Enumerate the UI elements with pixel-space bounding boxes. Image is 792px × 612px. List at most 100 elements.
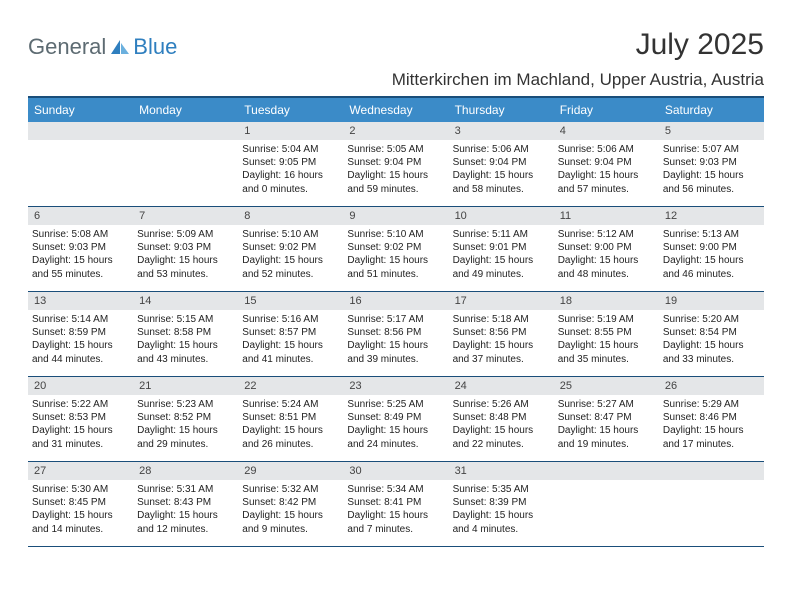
day-day2: and 29 minutes. bbox=[137, 438, 233, 451]
day-cell: 12Sunrise: 5:13 AMSunset: 9:00 PMDayligh… bbox=[659, 207, 764, 291]
day-cell: 14Sunrise: 5:15 AMSunset: 8:58 PMDayligh… bbox=[133, 292, 238, 376]
day-sunrise: Sunrise: 5:05 AM bbox=[347, 143, 443, 156]
day-day2: and 31 minutes. bbox=[32, 438, 128, 451]
day-number: 17 bbox=[449, 292, 554, 310]
day-cell: 19Sunrise: 5:20 AMSunset: 8:54 PMDayligh… bbox=[659, 292, 764, 376]
week-row: 27Sunrise: 5:30 AMSunset: 8:45 PMDayligh… bbox=[28, 462, 764, 547]
day-content: Sunrise: 5:04 AMSunset: 9:05 PMDaylight:… bbox=[238, 140, 343, 200]
day-sunrise: Sunrise: 5:34 AM bbox=[347, 483, 443, 496]
day-number: 22 bbox=[238, 377, 343, 395]
page-header: General Blue July 2025 Mitterkirchen im … bbox=[28, 28, 764, 90]
day-day2: and 55 minutes. bbox=[32, 268, 128, 281]
day-header-row: Sunday Monday Tuesday Wednesday Thursday… bbox=[28, 98, 764, 122]
day-day1: Daylight: 15 hours bbox=[453, 254, 549, 267]
day-header-thursday: Thursday bbox=[449, 98, 554, 122]
day-day2: and 7 minutes. bbox=[347, 523, 443, 536]
day-content: Sunrise: 5:10 AMSunset: 9:02 PMDaylight:… bbox=[238, 225, 343, 285]
day-number: 3 bbox=[449, 122, 554, 140]
day-sunrise: Sunrise: 5:04 AM bbox=[242, 143, 338, 156]
day-number: 8 bbox=[238, 207, 343, 225]
month-title: July 2025 bbox=[392, 28, 764, 62]
day-day1: Daylight: 15 hours bbox=[558, 169, 654, 182]
day-number: 9 bbox=[343, 207, 448, 225]
day-content: Sunrise: 5:16 AMSunset: 8:57 PMDaylight:… bbox=[238, 310, 343, 370]
day-day2: and 57 minutes. bbox=[558, 183, 654, 196]
day-sunrise: Sunrise: 5:22 AM bbox=[32, 398, 128, 411]
day-cell bbox=[554, 462, 659, 546]
day-cell: 10Sunrise: 5:11 AMSunset: 9:01 PMDayligh… bbox=[449, 207, 554, 291]
day-day1: Daylight: 15 hours bbox=[347, 169, 443, 182]
day-day2: and 46 minutes. bbox=[663, 268, 759, 281]
day-day2: and 53 minutes. bbox=[137, 268, 233, 281]
day-number: 7 bbox=[133, 207, 238, 225]
day-cell: 9Sunrise: 5:10 AMSunset: 9:02 PMDaylight… bbox=[343, 207, 448, 291]
day-content: Sunrise: 5:10 AMSunset: 9:02 PMDaylight:… bbox=[343, 225, 448, 285]
day-sunrise: Sunrise: 5:29 AM bbox=[663, 398, 759, 411]
day-sunrise: Sunrise: 5:23 AM bbox=[137, 398, 233, 411]
day-sunset: Sunset: 9:02 PM bbox=[347, 241, 443, 254]
day-content: Sunrise: 5:20 AMSunset: 8:54 PMDaylight:… bbox=[659, 310, 764, 370]
day-day1: Daylight: 15 hours bbox=[137, 254, 233, 267]
day-number: 28 bbox=[133, 462, 238, 480]
day-day1: Daylight: 15 hours bbox=[453, 169, 549, 182]
day-day2: and 37 minutes. bbox=[453, 353, 549, 366]
day-number: 23 bbox=[343, 377, 448, 395]
day-cell: 17Sunrise: 5:18 AMSunset: 8:56 PMDayligh… bbox=[449, 292, 554, 376]
day-number: 13 bbox=[28, 292, 133, 310]
day-sunrise: Sunrise: 5:11 AM bbox=[453, 228, 549, 241]
day-content: Sunrise: 5:25 AMSunset: 8:49 PMDaylight:… bbox=[343, 395, 448, 455]
day-day1: Daylight: 15 hours bbox=[242, 254, 338, 267]
day-number bbox=[554, 462, 659, 480]
day-sunset: Sunset: 9:04 PM bbox=[453, 156, 549, 169]
day-day1: Daylight: 15 hours bbox=[663, 339, 759, 352]
day-day1: Daylight: 15 hours bbox=[242, 424, 338, 437]
day-header-friday: Friday bbox=[554, 98, 659, 122]
day-sunrise: Sunrise: 5:15 AM bbox=[137, 313, 233, 326]
day-sunrise: Sunrise: 5:17 AM bbox=[347, 313, 443, 326]
day-cell: 4Sunrise: 5:06 AMSunset: 9:04 PMDaylight… bbox=[554, 122, 659, 206]
day-sunrise: Sunrise: 5:27 AM bbox=[558, 398, 654, 411]
day-number bbox=[28, 122, 133, 140]
day-sunset: Sunset: 9:00 PM bbox=[558, 241, 654, 254]
day-cell: 20Sunrise: 5:22 AMSunset: 8:53 PMDayligh… bbox=[28, 377, 133, 461]
day-number: 16 bbox=[343, 292, 448, 310]
day-sunset: Sunset: 8:55 PM bbox=[558, 326, 654, 339]
day-cell: 6Sunrise: 5:08 AMSunset: 9:03 PMDaylight… bbox=[28, 207, 133, 291]
day-cell: 31Sunrise: 5:35 AMSunset: 8:39 PMDayligh… bbox=[449, 462, 554, 546]
day-cell: 30Sunrise: 5:34 AMSunset: 8:41 PMDayligh… bbox=[343, 462, 448, 546]
day-content: Sunrise: 5:27 AMSunset: 8:47 PMDaylight:… bbox=[554, 395, 659, 455]
day-day1: Daylight: 15 hours bbox=[137, 339, 233, 352]
week-row: 20Sunrise: 5:22 AMSunset: 8:53 PMDayligh… bbox=[28, 377, 764, 462]
day-day1: Daylight: 15 hours bbox=[347, 254, 443, 267]
day-sunrise: Sunrise: 5:24 AM bbox=[242, 398, 338, 411]
day-sunset: Sunset: 8:54 PM bbox=[663, 326, 759, 339]
day-day2: and 56 minutes. bbox=[663, 183, 759, 196]
day-day2: and 41 minutes. bbox=[242, 353, 338, 366]
day-number: 1 bbox=[238, 122, 343, 140]
day-header-wednesday: Wednesday bbox=[343, 98, 448, 122]
day-sunset: Sunset: 8:47 PM bbox=[558, 411, 654, 424]
day-day1: Daylight: 15 hours bbox=[32, 509, 128, 522]
day-number: 12 bbox=[659, 207, 764, 225]
day-number: 15 bbox=[238, 292, 343, 310]
day-sunset: Sunset: 8:42 PM bbox=[242, 496, 338, 509]
day-sunset: Sunset: 8:41 PM bbox=[347, 496, 443, 509]
day-day1: Daylight: 15 hours bbox=[663, 169, 759, 182]
day-sunset: Sunset: 9:03 PM bbox=[663, 156, 759, 169]
day-day2: and 35 minutes. bbox=[558, 353, 654, 366]
day-sunset: Sunset: 8:45 PM bbox=[32, 496, 128, 509]
day-number: 21 bbox=[133, 377, 238, 395]
day-sunset: Sunset: 9:00 PM bbox=[663, 241, 759, 254]
day-sunrise: Sunrise: 5:35 AM bbox=[453, 483, 549, 496]
day-sunrise: Sunrise: 5:14 AM bbox=[32, 313, 128, 326]
day-sunrise: Sunrise: 5:18 AM bbox=[453, 313, 549, 326]
day-cell: 26Sunrise: 5:29 AMSunset: 8:46 PMDayligh… bbox=[659, 377, 764, 461]
day-day1: Daylight: 15 hours bbox=[347, 509, 443, 522]
day-day1: Daylight: 16 hours bbox=[242, 169, 338, 182]
day-number: 14 bbox=[133, 292, 238, 310]
day-number: 2 bbox=[343, 122, 448, 140]
day-sunrise: Sunrise: 5:32 AM bbox=[242, 483, 338, 496]
day-content: Sunrise: 5:35 AMSunset: 8:39 PMDaylight:… bbox=[449, 480, 554, 540]
logo-text-general: General bbox=[28, 34, 106, 60]
day-content: Sunrise: 5:30 AMSunset: 8:45 PMDaylight:… bbox=[28, 480, 133, 540]
